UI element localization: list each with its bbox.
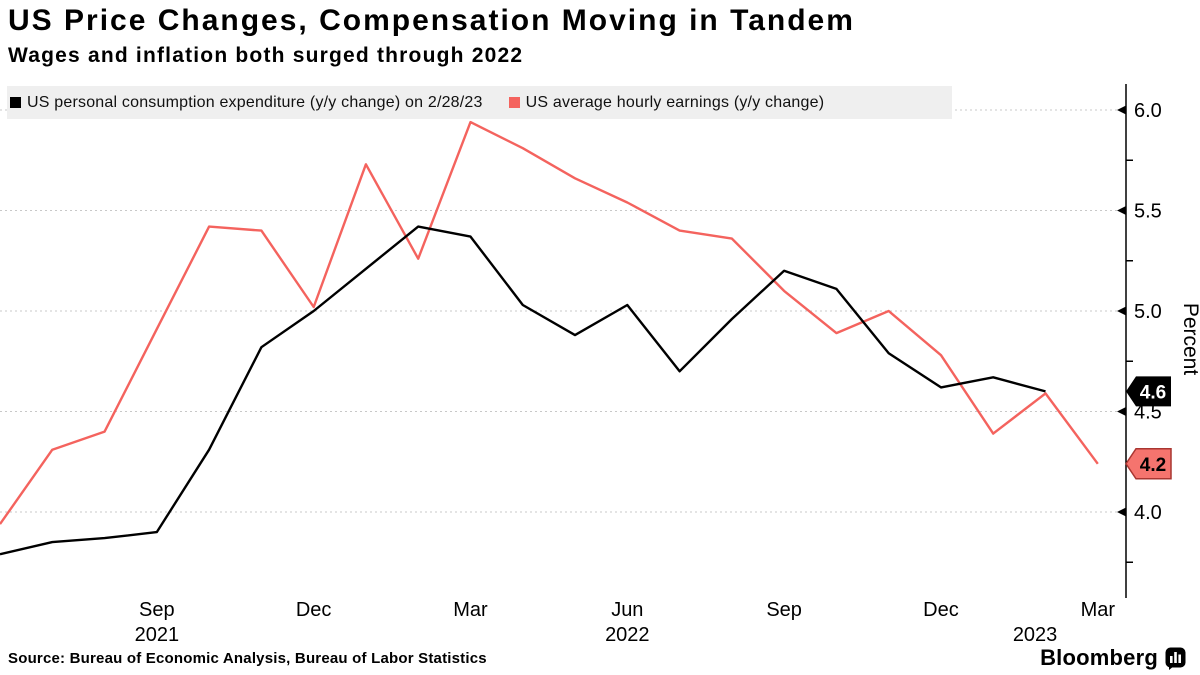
ahe-value-tag	[1125, 448, 1172, 480]
y-major-tick	[1117, 507, 1126, 517]
x-year-label: 2022	[605, 624, 650, 646]
bloomberg-mark-icon	[1165, 647, 1186, 670]
ahe-swatch-icon	[508, 97, 520, 108]
ahe-line	[0, 120, 1099, 525]
y-major-tick	[1117, 306, 1126, 316]
pce-line	[0, 225, 1046, 556]
page-subtitle: Wages and inflation both surged through …	[8, 44, 524, 67]
x-tick-label: Mar	[453, 599, 488, 621]
x-tick-label: Sep	[766, 599, 802, 621]
chart-legend: US personal consumption expenditure (y/y…	[7, 86, 952, 119]
y-major-tick	[1117, 407, 1126, 416]
legend-item-ahe: US average hourly earnings (y/y change)	[508, 93, 825, 112]
bloomberg-wordmark: Bloomberg	[1040, 645, 1158, 670]
y-major-tick	[1117, 206, 1126, 215]
y-tick-label: 5.0	[1134, 301, 1162, 323]
y-major-tick	[1117, 105, 1126, 115]
legend-item-ahe-label: US average hourly earnings (y/y change)	[525, 93, 825, 111]
x-tick-label: Dec	[923, 599, 959, 621]
y-axis-title: Percent	[1179, 303, 1200, 376]
y-tick-label: 4.0	[1134, 502, 1162, 524]
tag-label: 4.6	[1140, 382, 1166, 403]
y-tick-label: 4.5	[1134, 402, 1162, 424]
page-title: US Price Changes, Compensation Moving in…	[8, 4, 855, 37]
y-tick-label: 5.5	[1134, 201, 1162, 223]
bloomberg-logo: Bloomberg	[1040, 645, 1186, 671]
legend-item-pce: US personal consumption expenditure (y/y…	[10, 94, 483, 112]
tag-label: 4.2	[1140, 455, 1166, 476]
x-tick-label: Jun	[611, 599, 643, 621]
pce-swatch-icon	[10, 97, 21, 108]
pce-value-tag	[1126, 376, 1171, 407]
x-tick-label: Dec	[296, 599, 332, 621]
x-year-label: 2021	[135, 624, 180, 646]
x-tick-label: Sep	[139, 599, 175, 621]
x-year-label: 2023	[1013, 624, 1058, 646]
y-tick-label: 6.0	[1134, 100, 1162, 122]
legend-item-pce-label: US personal consumption expenditure (y/y…	[27, 93, 483, 111]
source-note: Source: Bureau of Economic Analysis, Bur…	[8, 650, 487, 667]
x-tick-label: Mar	[1081, 599, 1116, 621]
